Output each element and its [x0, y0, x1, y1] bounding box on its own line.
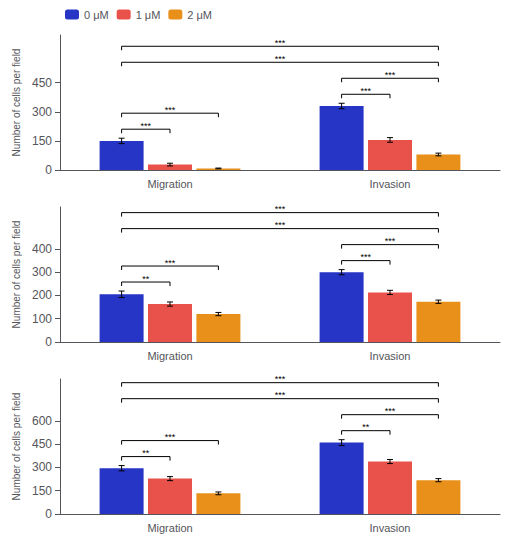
svg-text:Migration: Migration [147, 178, 192, 190]
svg-text:300: 300 [32, 265, 52, 279]
svg-text:200: 200 [32, 288, 52, 302]
svg-text:***: *** [361, 86, 372, 96]
svg-text:150: 150 [32, 134, 52, 148]
svg-text:***: *** [275, 390, 286, 400]
svg-text:100: 100 [32, 312, 52, 326]
svg-text:Number of cells per field: Number of cells per field [11, 393, 22, 501]
svg-text:0: 0 [45, 163, 52, 177]
svg-text:300: 300 [32, 460, 52, 474]
svg-text:400: 400 [32, 242, 52, 256]
svg-text:Invasion: Invasion [370, 522, 411, 534]
svg-text:1 μM: 1 μM [136, 9, 161, 21]
svg-text:Invasion: Invasion [370, 178, 411, 190]
svg-text:Migration: Migration [147, 350, 192, 362]
svg-text:0 μM: 0 μM [84, 9, 109, 21]
svg-text:***: *** [165, 105, 176, 115]
svg-text:***: *** [361, 252, 372, 262]
svg-text:150: 150 [32, 484, 52, 498]
svg-text:600: 600 [32, 414, 52, 428]
svg-text:0: 0 [45, 335, 52, 349]
svg-text:***: *** [275, 38, 286, 48]
svg-text:***: *** [385, 70, 396, 80]
svg-text:***: *** [275, 54, 286, 64]
svg-text:**: ** [362, 422, 370, 432]
svg-text:Migration: Migration [147, 522, 192, 534]
svg-text:300: 300 [32, 105, 52, 119]
svg-text:***: *** [165, 432, 176, 442]
svg-text:***: *** [275, 374, 286, 384]
svg-text:Number of cells per field: Number of cells per field [11, 49, 22, 157]
svg-text:**: ** [142, 274, 150, 284]
svg-text:***: *** [165, 258, 176, 268]
svg-text:***: *** [275, 204, 286, 214]
svg-text:***: *** [275, 220, 286, 230]
svg-text:450: 450 [32, 437, 52, 451]
svg-text:2 μM: 2 μM [187, 9, 212, 21]
svg-text:Number of cells per field: Number of cells per field [11, 221, 22, 329]
svg-text:0: 0 [45, 507, 52, 521]
svg-text:***: *** [385, 406, 396, 416]
svg-text:***: *** [385, 236, 396, 246]
svg-text:Invasion: Invasion [370, 350, 411, 362]
svg-text:**: ** [142, 448, 150, 458]
svg-text:***: *** [141, 121, 152, 131]
svg-text:450: 450 [32, 76, 52, 90]
